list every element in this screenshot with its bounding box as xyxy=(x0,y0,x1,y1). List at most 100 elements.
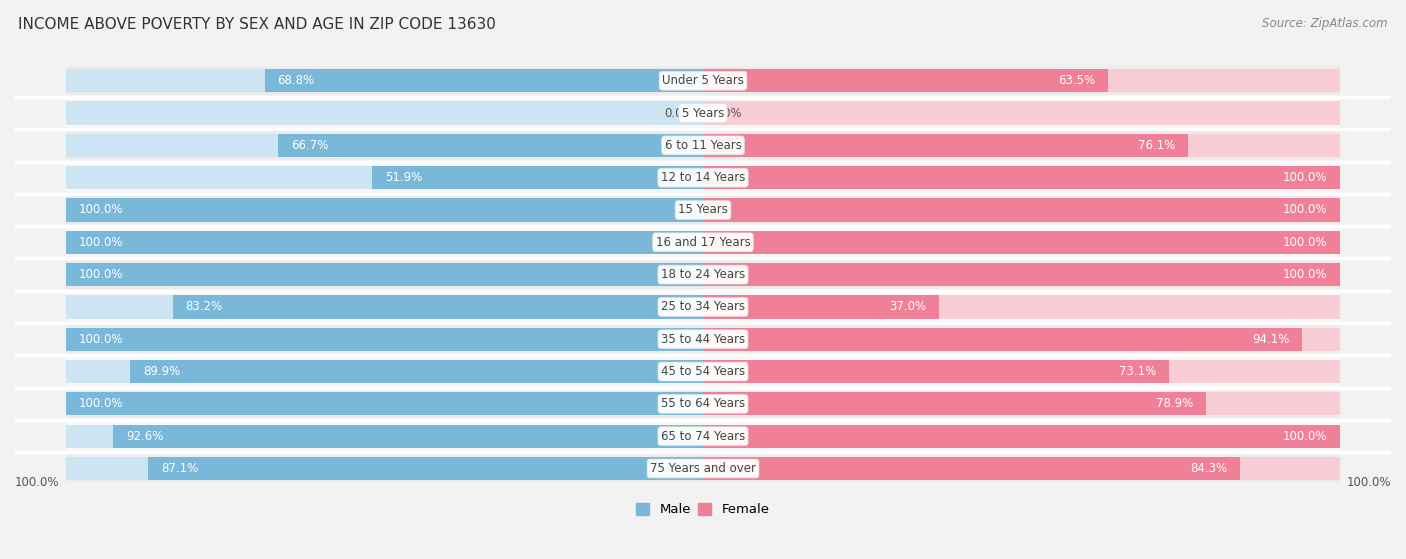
Text: 15 Years: 15 Years xyxy=(678,203,728,216)
Bar xyxy=(703,360,1340,383)
Text: 76.1%: 76.1% xyxy=(1137,139,1175,152)
Bar xyxy=(703,457,1240,480)
Text: 65 to 74 Years: 65 to 74 Years xyxy=(661,430,745,443)
Text: 78.9%: 78.9% xyxy=(1156,397,1192,410)
FancyBboxPatch shape xyxy=(66,131,1340,159)
Bar xyxy=(131,360,703,383)
Bar xyxy=(703,166,1340,190)
Text: 0.0%: 0.0% xyxy=(713,107,742,120)
Bar xyxy=(703,360,1168,383)
Bar xyxy=(703,231,1340,254)
Bar xyxy=(703,69,1340,92)
Bar xyxy=(264,69,703,92)
Bar xyxy=(173,295,703,319)
Text: 68.8%: 68.8% xyxy=(277,74,315,87)
Text: 16 and 17 Years: 16 and 17 Years xyxy=(655,236,751,249)
Text: 100.0%: 100.0% xyxy=(79,397,124,410)
Text: 100.0%: 100.0% xyxy=(1282,236,1327,249)
Bar xyxy=(703,69,1108,92)
Text: 63.5%: 63.5% xyxy=(1057,74,1095,87)
Bar xyxy=(66,69,703,92)
Text: 51.9%: 51.9% xyxy=(385,171,422,184)
Bar xyxy=(66,392,703,415)
FancyBboxPatch shape xyxy=(66,422,1340,451)
Bar xyxy=(278,134,703,157)
Text: 75 Years and over: 75 Years and over xyxy=(650,462,756,475)
FancyBboxPatch shape xyxy=(66,454,1340,483)
Bar xyxy=(66,134,703,157)
Text: 100.0%: 100.0% xyxy=(1282,430,1327,443)
Bar xyxy=(66,231,703,254)
FancyBboxPatch shape xyxy=(66,67,1340,95)
Bar xyxy=(703,198,1340,221)
Text: 55 to 64 Years: 55 to 64 Years xyxy=(661,397,745,410)
Bar xyxy=(703,231,1340,254)
Bar xyxy=(703,392,1205,415)
Legend: Male, Female: Male, Female xyxy=(631,498,775,522)
Bar xyxy=(66,231,703,254)
Text: 73.1%: 73.1% xyxy=(1119,365,1156,378)
Bar xyxy=(703,457,1340,480)
Text: 100.0%: 100.0% xyxy=(79,203,124,216)
Text: 25 to 34 Years: 25 to 34 Years xyxy=(661,300,745,314)
Bar xyxy=(148,457,703,480)
Text: 18 to 24 Years: 18 to 24 Years xyxy=(661,268,745,281)
FancyBboxPatch shape xyxy=(66,293,1340,321)
Bar xyxy=(703,263,1340,286)
Bar xyxy=(703,101,1340,125)
Text: Under 5 Years: Under 5 Years xyxy=(662,74,744,87)
FancyBboxPatch shape xyxy=(66,228,1340,257)
Text: 100.0%: 100.0% xyxy=(79,236,124,249)
Text: Source: ZipAtlas.com: Source: ZipAtlas.com xyxy=(1263,17,1388,30)
Bar xyxy=(66,360,703,383)
Text: 35 to 44 Years: 35 to 44 Years xyxy=(661,333,745,345)
Text: 0.0%: 0.0% xyxy=(664,107,693,120)
Text: 66.7%: 66.7% xyxy=(291,139,328,152)
Text: 6 to 11 Years: 6 to 11 Years xyxy=(665,139,741,152)
Bar xyxy=(703,166,1340,190)
Bar xyxy=(703,424,1340,448)
Bar xyxy=(112,424,703,448)
Bar xyxy=(66,101,703,125)
Bar xyxy=(373,166,703,190)
Text: 89.9%: 89.9% xyxy=(143,365,180,378)
Text: 100.0%: 100.0% xyxy=(1282,203,1327,216)
Text: 100.0%: 100.0% xyxy=(15,476,59,489)
Text: 100.0%: 100.0% xyxy=(79,268,124,281)
FancyBboxPatch shape xyxy=(66,325,1340,353)
FancyBboxPatch shape xyxy=(66,99,1340,127)
Text: 92.6%: 92.6% xyxy=(127,430,163,443)
Bar xyxy=(703,392,1340,415)
Text: 5 Years: 5 Years xyxy=(682,107,724,120)
Text: 12 to 14 Years: 12 to 14 Years xyxy=(661,171,745,184)
Bar xyxy=(66,263,703,286)
Text: 87.1%: 87.1% xyxy=(160,462,198,475)
Bar xyxy=(703,295,939,319)
Bar xyxy=(703,134,1340,157)
Bar xyxy=(703,134,1188,157)
FancyBboxPatch shape xyxy=(66,196,1340,224)
Text: 94.1%: 94.1% xyxy=(1253,333,1289,345)
Bar xyxy=(66,198,703,221)
FancyBboxPatch shape xyxy=(66,390,1340,418)
Text: INCOME ABOVE POVERTY BY SEX AND AGE IN ZIP CODE 13630: INCOME ABOVE POVERTY BY SEX AND AGE IN Z… xyxy=(18,17,496,32)
Bar xyxy=(66,328,703,351)
Text: 84.3%: 84.3% xyxy=(1189,462,1227,475)
Bar xyxy=(703,328,1302,351)
Bar xyxy=(66,263,703,286)
Bar xyxy=(66,392,703,415)
Bar xyxy=(703,198,1340,221)
Bar xyxy=(703,328,1340,351)
Bar xyxy=(703,295,1340,319)
FancyBboxPatch shape xyxy=(66,163,1340,192)
Bar xyxy=(66,198,703,221)
Bar xyxy=(66,166,703,190)
Text: 100.0%: 100.0% xyxy=(1347,476,1391,489)
FancyBboxPatch shape xyxy=(66,357,1340,386)
Text: 45 to 54 Years: 45 to 54 Years xyxy=(661,365,745,378)
Bar xyxy=(66,457,703,480)
FancyBboxPatch shape xyxy=(66,260,1340,289)
Bar xyxy=(66,328,703,351)
Text: 37.0%: 37.0% xyxy=(889,300,927,314)
Text: 100.0%: 100.0% xyxy=(1282,268,1327,281)
